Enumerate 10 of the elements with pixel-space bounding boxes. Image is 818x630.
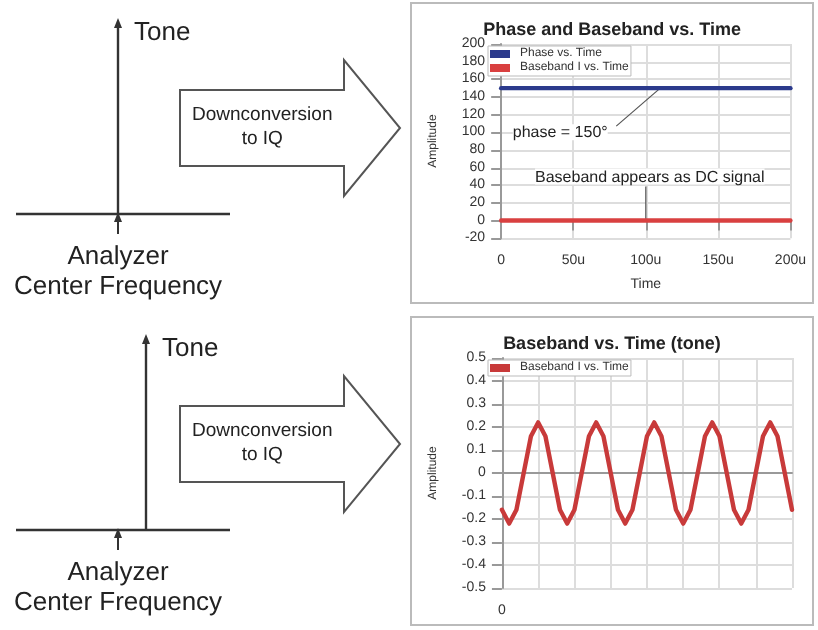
text: Downconversion to IQ	[192, 420, 333, 468]
annotation: phase = 150°	[512, 123, 608, 142]
chart-title: Phase and Baseband vs. Time	[483, 19, 741, 39]
text: Downconversion to IQ	[192, 104, 333, 152]
annotation: Baseband appears as DC signal	[535, 167, 765, 186]
text: Analyzer Center Frequency	[14, 556, 223, 616]
chart-title: Baseband vs. Time (tone)	[503, 333, 721, 353]
text: Tone	[162, 332, 219, 362]
text: Analyzer Center Frequency	[14, 240, 223, 300]
text: Tone	[134, 16, 191, 46]
